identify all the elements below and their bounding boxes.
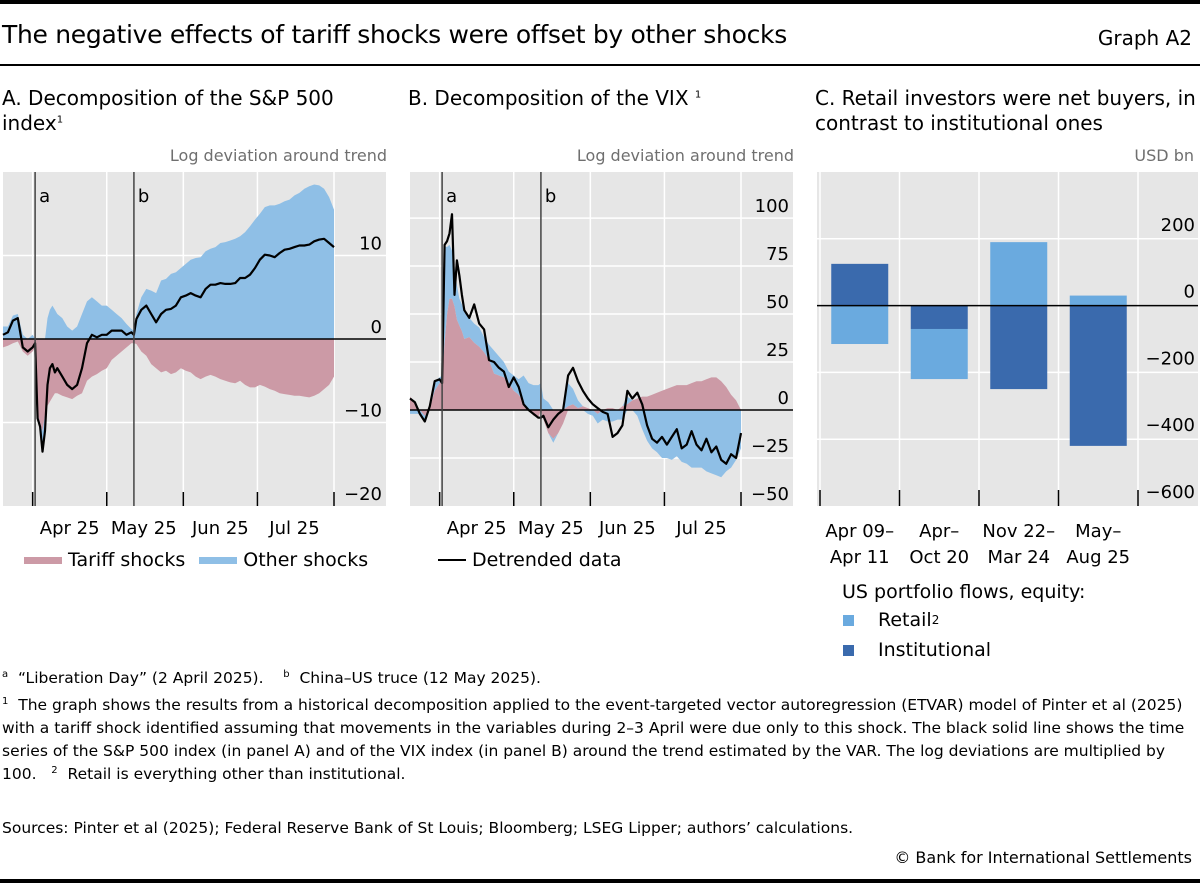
- footnote-ref: 1: [694, 89, 702, 101]
- legend-panel-c-title: US portfolio flows, equity:: [842, 581, 1086, 603]
- panel-a-x-tick-label: Jul 25: [268, 518, 319, 539]
- footnote-mark-1: 1: [2, 695, 9, 707]
- legend-swatch-tariff: [24, 556, 62, 564]
- panel-b-x-tick-label: May 25: [518, 518, 584, 539]
- footnote-1: The graph shows the results from a histo…: [2, 696, 1185, 783]
- bottom-rule: [0, 879, 1200, 883]
- panel-c-y-tick-label: −200: [1146, 348, 1195, 369]
- panel-c-x-tick-label: Mar 24: [987, 547, 1050, 568]
- panel-b-x-tick-label: Jul 25: [675, 518, 726, 539]
- note-a: “Liberation Day” (2 April 2025).: [18, 669, 264, 687]
- graph-id: Graph A2: [1097, 26, 1192, 50]
- panel-c-x-tick-label: May–: [1075, 521, 1121, 542]
- note-mark-b: b: [283, 668, 290, 680]
- panel-c-x-tick-label: Nov 22–: [982, 521, 1055, 542]
- footnote-2: Retail is everything other than institut…: [67, 765, 406, 783]
- panel-c-title-line2: contrast to institutional ones: [815, 111, 1103, 135]
- legend-item-institutional: Institutional: [843, 639, 991, 661]
- panel-b-y-tick-label: 100: [755, 196, 789, 217]
- legend-swatch-line: [438, 559, 466, 561]
- note-b: China–US truce (12 May 2025).: [299, 669, 541, 687]
- panel-a-y-tick-label: 0: [371, 317, 382, 338]
- panel-b-y-tick-label: 75: [766, 244, 789, 265]
- panel-b-other-shocks-area-positive: [410, 244, 741, 410]
- panel-a-x-tick-label: May 25: [111, 518, 177, 539]
- panel-b-y-tick-label: 25: [766, 340, 789, 361]
- panel-a-detrended-line: [2, 237, 335, 453]
- bar-institutional: [1069, 305, 1127, 446]
- panel-c-y-tick-label: −600: [1146, 482, 1195, 503]
- panel-c-x-tick-label: Apr 11: [830, 547, 890, 568]
- panel-c-y-tick-label: 0: [1184, 282, 1195, 303]
- legend-label-tariff: Tariff shocks: [68, 549, 186, 571]
- header-rule: [0, 64, 1200, 66]
- legend-swatch-other: [199, 556, 238, 564]
- copyright: © Bank for International Settlements: [894, 848, 1192, 867]
- note-mark-a: a: [2, 668, 9, 680]
- bar-institutional: [831, 263, 889, 306]
- panel-b-y-tick-label: 50: [766, 292, 789, 313]
- panel-c-x-tick-label: Oct 20: [909, 547, 969, 568]
- panel-a-event-label-b: b: [138, 186, 149, 207]
- panel-a-title-line1: A. Decomposition of the S&P 500: [2, 86, 334, 110]
- footnotes: 1 The graph shows the results from a his…: [2, 694, 1197, 786]
- legend-label-retail: Retail: [878, 609, 932, 631]
- bar-retail: [910, 328, 968, 380]
- sources: Sources: Pinter et al (2025); Federal Re…: [2, 819, 854, 837]
- legend-panel-b: Detrended data: [438, 549, 622, 571]
- panel-a-title: A. Decomposition of the S&P 500 index1: [2, 86, 397, 136]
- panel-b-tariff-shocks-area-positive: [410, 298, 741, 410]
- panel-c-x-tick-label: Apr–: [919, 521, 959, 542]
- panel-a-x-tick-label: Apr 25: [40, 518, 100, 539]
- panel-b-unit: Log deviation around trend: [576, 146, 794, 165]
- panel-a-other-shocks-area-positive: [3, 184, 334, 339]
- bar-retail: [990, 242, 1048, 306]
- legend-label-detrended: Detrended data: [472, 549, 622, 571]
- footnote-ref: 1: [56, 114, 64, 126]
- panel-c-y-tick-label: −400: [1146, 415, 1195, 436]
- panel-b-y-tick-label: 0: [778, 388, 789, 409]
- panel-b-detrended-line: [409, 213, 743, 465]
- panel-b-x-tick-label: Jun 25: [598, 518, 656, 539]
- panel-a-event-label-a: a: [39, 186, 50, 207]
- panel-b-event-label-a: a: [446, 186, 457, 207]
- bar-retail: [1069, 295, 1127, 306]
- panel-b-event-label-b: b: [545, 186, 556, 207]
- panel-a-unit: Log deviation around trend: [169, 146, 387, 165]
- legend-panel-a: Tariff shocks Other shocks: [24, 549, 368, 571]
- panel-b-y-tick-label: −50: [751, 484, 789, 505]
- panel-a-y-tick-label: 10: [359, 234, 382, 255]
- panel-c-title: C. Retail investors were net buyers, in …: [815, 86, 1200, 136]
- legend-label-other: Other shocks: [243, 549, 369, 571]
- panel-a-x-tick-label: Jun 25: [191, 518, 249, 539]
- event-notes: a “Liberation Day” (2 April 2025). b Chi…: [2, 667, 1197, 690]
- legend-label-institutional: Institutional: [878, 639, 992, 661]
- legend-swatch-retail: [843, 614, 854, 626]
- panel-c-x-tick-label: Aug 25: [1066, 547, 1130, 568]
- panel-b-title: B. Decomposition of the VIX 1: [408, 86, 798, 111]
- legend-item-retail: Retail 2: [843, 609, 939, 631]
- panel-b-title-line1: B. Decomposition of the VIX: [408, 86, 689, 110]
- panel-a-tariff-shocks-area-negative: [3, 339, 334, 431]
- panel-c-title-line1: C. Retail investors were net buyers, in: [815, 86, 1196, 110]
- bar-retail: [831, 305, 889, 345]
- bar-institutional: [910, 305, 968, 329]
- panel-a-title-line2: index: [2, 111, 57, 135]
- panel-c-y-tick-label: 200: [1161, 215, 1195, 236]
- graph-title: The negative effects of tariff shocks we…: [2, 20, 787, 49]
- legend-swatch-institutional: [843, 644, 854, 656]
- bar-institutional: [990, 305, 1048, 390]
- panel-c-x-tick-label: Apr 09–: [825, 521, 894, 542]
- panel-b-y-tick-label: −25: [751, 436, 789, 457]
- panel-a-y-tick-label: −10: [344, 401, 382, 422]
- panel-b-other-shocks-area-negative: [410, 410, 741, 478]
- panel-a-y-tick-label: −20: [344, 484, 382, 505]
- panel-b-x-tick-label: Apr 25: [447, 518, 507, 539]
- footnote-mark-2: 2: [51, 764, 58, 776]
- top-rule: [0, 0, 1200, 4]
- panel-c-unit: USD bn: [1134, 146, 1194, 165]
